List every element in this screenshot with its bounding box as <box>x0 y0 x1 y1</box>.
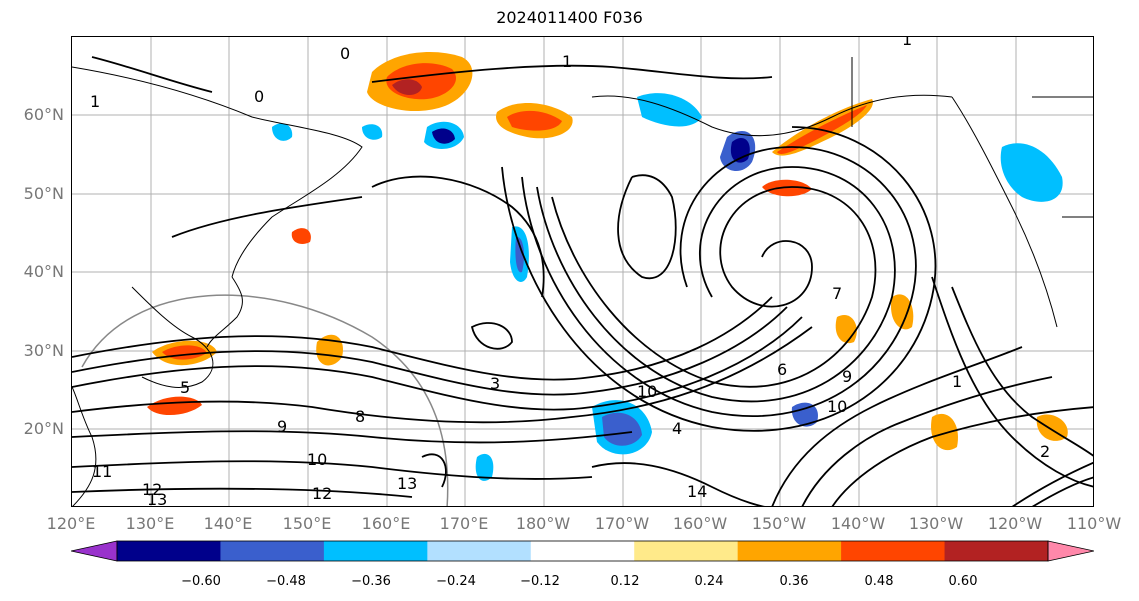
contour-value-labels: 0 0 1 1 1 1 2 3 4 5 6 7 8 9 9 10 10 10 1… <box>90 37 1050 507</box>
colorbar-extend-high <box>1047 540 1094 562</box>
lon-label: 130°W <box>908 514 964 533</box>
contour-label: 1 <box>902 37 912 49</box>
colorbar-tick: 0.48 <box>864 574 894 589</box>
colorbar-tick: 0.12 <box>610 574 640 589</box>
lon-label: 120°E <box>46 514 96 533</box>
lon-label: 180°W <box>515 514 571 533</box>
contour-label: 10 <box>307 450 327 469</box>
contour-label: 1 <box>562 52 572 71</box>
colorbar-segment <box>737 541 842 561</box>
colorbar-segment <box>634 541 739 561</box>
colorbar-extend-low <box>71 540 118 562</box>
lon-label: 140°W <box>830 514 886 533</box>
lon-label: 160°E <box>361 514 411 533</box>
lon-label: 120°W <box>987 514 1043 533</box>
colorbar-segment <box>530 541 635 561</box>
colorbar-tick: −0.12 <box>520 574 560 589</box>
colorbar <box>71 540 1094 562</box>
lon-label: 110°W <box>1066 514 1122 533</box>
lon-label: 140°E <box>203 514 253 533</box>
lon-label: 150°E <box>282 514 332 533</box>
colorbar-tick: −0.36 <box>351 574 391 589</box>
contour-label: 12 <box>142 480 162 499</box>
contour-label: 1 <box>90 92 100 111</box>
lon-label: 160°W <box>672 514 728 533</box>
contour-label: 8 <box>355 407 365 426</box>
lon-label: 170°W <box>594 514 650 533</box>
colorbar-segment <box>944 541 1049 561</box>
colorbar-segment <box>117 541 221 561</box>
lon-label: 170°E <box>439 514 489 533</box>
colorbar-tick: −0.24 <box>436 574 476 589</box>
contour-label: 9 <box>277 417 287 436</box>
lat-label-30n: 30°N <box>23 341 64 360</box>
contour-label: 4 <box>672 419 682 438</box>
contour-label: 3 <box>490 374 500 393</box>
map-title: 2024011400 F036 <box>496 8 643 27</box>
contour-label: 6 <box>777 360 787 379</box>
contour-label: 10 <box>637 382 657 401</box>
lat-label-50n: 50°N <box>23 184 64 203</box>
contour-label: 0 <box>340 44 350 63</box>
colorbar-outline <box>116 540 1049 562</box>
colorbar-tick: 0.60 <box>948 574 978 589</box>
map-canvas: 0 0 1 1 1 1 2 3 4 5 6 7 8 9 9 10 10 10 1… <box>72 37 1093 507</box>
lon-label: 150°W <box>751 514 807 533</box>
contour-label: 5 <box>180 378 190 397</box>
colorbar-tick: 0.36 <box>779 574 809 589</box>
contour-lines <box>72 56 1093 506</box>
colorbar-segment <box>427 541 532 561</box>
lat-label-20n: 20°N <box>23 419 64 438</box>
colorbar-segment <box>323 541 428 561</box>
contour-label: 12 <box>312 484 332 503</box>
contour-label: 14 <box>687 482 707 501</box>
contour-label: 11 <box>92 462 112 481</box>
colorbar-tick: 0.24 <box>694 574 724 589</box>
contour-label: 2 <box>1040 442 1050 461</box>
contour-label: 13 <box>147 490 167 507</box>
coastlines <box>72 57 1093 506</box>
contour-label: 10 <box>827 397 847 416</box>
contour-label: 1 <box>952 372 962 391</box>
colorbar-segment <box>841 541 946 561</box>
map-frame: 0 0 1 1 1 1 2 3 4 5 6 7 8 9 9 10 10 10 1… <box>71 36 1094 507</box>
lon-label: 130°E <box>125 514 175 533</box>
reference-arc <box>81 294 449 506</box>
contour-label: 9 <box>842 367 852 386</box>
contour-label: 7 <box>832 284 842 303</box>
colorbar-tick: −0.48 <box>266 574 306 589</box>
lat-label-40n: 40°N <box>23 262 64 281</box>
colorbar-tick: −0.60 <box>181 574 221 589</box>
colorbar-segment <box>220 541 325 561</box>
lat-label-60n: 60°N <box>23 105 64 124</box>
contour-label: 0 <box>254 87 264 106</box>
contour-label: 13 <box>397 474 417 493</box>
shaded-anomalies <box>147 52 1068 481</box>
